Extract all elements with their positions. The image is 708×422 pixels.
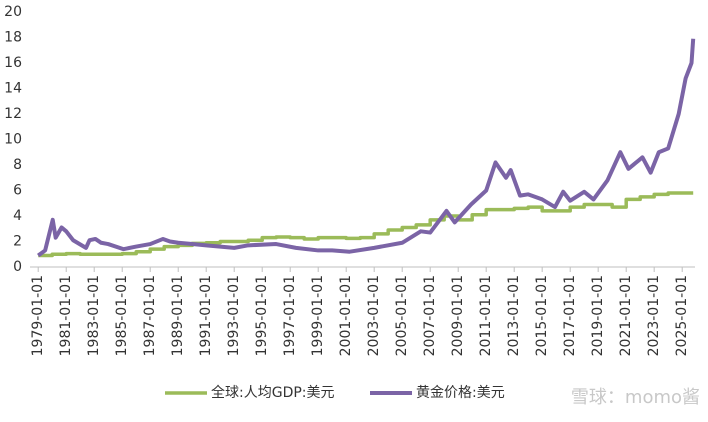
x-tick-label: 1979-01-01 xyxy=(30,275,46,356)
data-line xyxy=(38,191,694,258)
legend-label: 黄金价格:美元 xyxy=(416,384,505,401)
data-line xyxy=(37,38,696,258)
x-tick-label: 2021-01-01 xyxy=(618,275,634,356)
y-tick-label: 14 xyxy=(4,81,22,97)
x-tick-label: 2023-01-01 xyxy=(646,275,662,356)
x-tick-label: 2005-01-01 xyxy=(394,275,410,356)
x-tick-label: 1985-01-01 xyxy=(114,275,130,356)
y-tick-label: 18 xyxy=(4,30,22,46)
x-tick-label: 2011-01-01 xyxy=(478,275,494,356)
y-tick-label: 10 xyxy=(4,132,22,148)
x-tick-label: 1981-01-01 xyxy=(58,275,74,356)
y-tick-label: 12 xyxy=(4,106,22,122)
y-tick-label: 0 xyxy=(13,259,22,275)
y-tick-label: 16 xyxy=(4,55,22,71)
y-tick-label: 8 xyxy=(13,157,22,173)
x-tick-label: 1995-01-01 xyxy=(254,275,270,356)
x-tick-label: 2009-01-01 xyxy=(450,275,466,356)
x-tick-label: 2013-01-01 xyxy=(506,275,522,356)
x-tick-label: 1993-01-01 xyxy=(226,275,242,356)
x-tick-label: 1989-01-01 xyxy=(170,275,186,356)
watermark: 雪球：momo酱 xyxy=(571,387,700,408)
x-tick-label: 2025-01-01 xyxy=(674,275,690,356)
x-tick-label: 1997-01-01 xyxy=(282,275,298,356)
x-tick-label: 2017-01-01 xyxy=(562,275,578,356)
legend-label: 全球:人均GDP:美元 xyxy=(211,384,335,401)
y-tick-label: 4 xyxy=(13,208,22,224)
x-tick-label: 2003-01-01 xyxy=(366,275,382,356)
x-tick-label: 1987-01-01 xyxy=(142,275,158,356)
x-tick-label: 2019-01-01 xyxy=(590,275,606,356)
x-tick-label: 2001-01-01 xyxy=(338,275,354,356)
x-tick-label: 1999-01-01 xyxy=(310,275,326,356)
y-tick-label: 6 xyxy=(13,183,22,199)
x-tick-label: 1991-01-01 xyxy=(198,275,214,356)
x-tick-label: 1983-01-01 xyxy=(86,275,102,356)
x-tick-label: 2015-01-01 xyxy=(534,275,550,356)
y-tick-label: 2 xyxy=(13,234,22,250)
y-tick-label: 20 xyxy=(4,4,22,20)
x-tick-label: 2007-01-01 xyxy=(422,275,438,356)
